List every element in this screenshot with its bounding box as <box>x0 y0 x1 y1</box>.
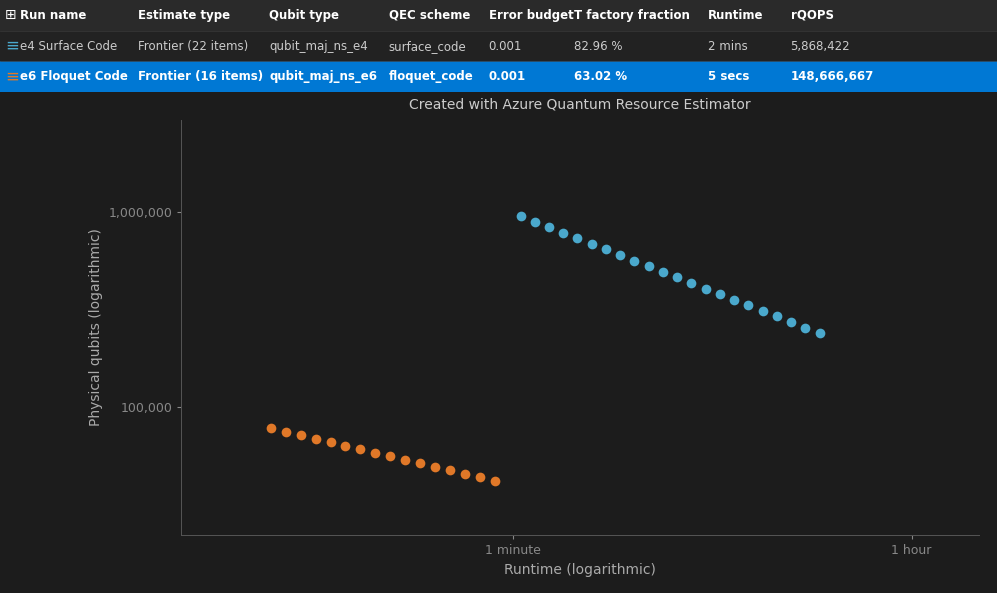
Text: Frontier (22 items): Frontier (22 items) <box>138 40 248 53</box>
Point <box>487 476 502 486</box>
Text: qubit_maj_ns_e6: qubit_maj_ns_e6 <box>269 70 377 83</box>
Point <box>555 228 571 237</box>
Text: ≡: ≡ <box>5 68 19 85</box>
Point <box>769 312 785 321</box>
Point <box>626 256 642 266</box>
Text: surface_code: surface_code <box>389 40 467 53</box>
Text: ≡: ≡ <box>5 37 19 55</box>
Text: floquet_code: floquet_code <box>389 70 474 83</box>
Point <box>367 448 383 457</box>
Point <box>655 267 671 276</box>
Text: 5,868,422: 5,868,422 <box>791 40 850 53</box>
Point <box>442 466 458 475</box>
Text: Qubit type: Qubit type <box>269 9 339 22</box>
Point <box>598 245 614 254</box>
Point <box>798 323 814 333</box>
Text: 63.02 %: 63.02 % <box>574 70 627 83</box>
Bar <box>0 61 997 92</box>
Y-axis label: Physical qubits (logarithmic): Physical qubits (logarithmic) <box>89 228 103 426</box>
Text: rQOPS: rQOPS <box>791 9 833 22</box>
Text: T factory fraction: T factory fraction <box>574 9 690 22</box>
Point <box>741 301 757 310</box>
Text: e4 Surface Code: e4 Surface Code <box>20 40 118 53</box>
X-axis label: Runtime (logarithmic): Runtime (logarithmic) <box>504 563 656 577</box>
Point <box>427 462 443 471</box>
Point <box>683 278 699 288</box>
Point <box>783 317 799 327</box>
Text: qubit_maj_ns_e4: qubit_maj_ns_e4 <box>269 40 368 53</box>
Point <box>263 423 279 433</box>
Text: 0.001: 0.001 <box>489 70 525 83</box>
Point <box>755 306 771 315</box>
Title: Created with Azure Quantum Resource Estimator: Created with Azure Quantum Resource Esti… <box>410 97 751 111</box>
Point <box>397 455 413 464</box>
Point <box>698 284 714 294</box>
Point <box>612 250 628 260</box>
Point <box>412 458 428 468</box>
Point <box>323 438 339 447</box>
Point <box>278 427 294 436</box>
Text: e6 Floquet Code: e6 Floquet Code <box>20 70 128 83</box>
Point <box>526 217 542 227</box>
Text: Error budget: Error budget <box>489 9 573 22</box>
Point <box>712 289 728 299</box>
Text: Estimate type: Estimate type <box>138 9 229 22</box>
Point <box>308 434 324 444</box>
Text: 148,666,667: 148,666,667 <box>791 70 874 83</box>
Point <box>584 239 600 248</box>
Text: Frontier (16 items): Frontier (16 items) <box>138 70 263 83</box>
Text: 5 secs: 5 secs <box>708 70 749 83</box>
Point <box>569 234 585 243</box>
Text: 0.001: 0.001 <box>489 40 521 53</box>
Point <box>352 445 368 454</box>
Point <box>641 262 657 271</box>
Point <box>669 273 685 282</box>
Bar <box>0 31 997 61</box>
Point <box>512 211 528 221</box>
Point <box>812 329 828 338</box>
Text: Run name: Run name <box>20 9 87 22</box>
Bar <box>0 0 997 31</box>
Point <box>457 469 473 479</box>
Point <box>541 222 557 232</box>
Text: 82.96 %: 82.96 % <box>574 40 623 53</box>
Point <box>293 431 309 440</box>
Text: QEC scheme: QEC scheme <box>389 9 471 22</box>
Point <box>382 451 398 461</box>
Point <box>472 473 488 482</box>
Point <box>726 295 742 304</box>
Text: Runtime: Runtime <box>708 9 764 22</box>
Text: 2 mins: 2 mins <box>708 40 748 53</box>
Text: ⊞: ⊞ <box>5 8 17 23</box>
Point <box>338 441 354 451</box>
